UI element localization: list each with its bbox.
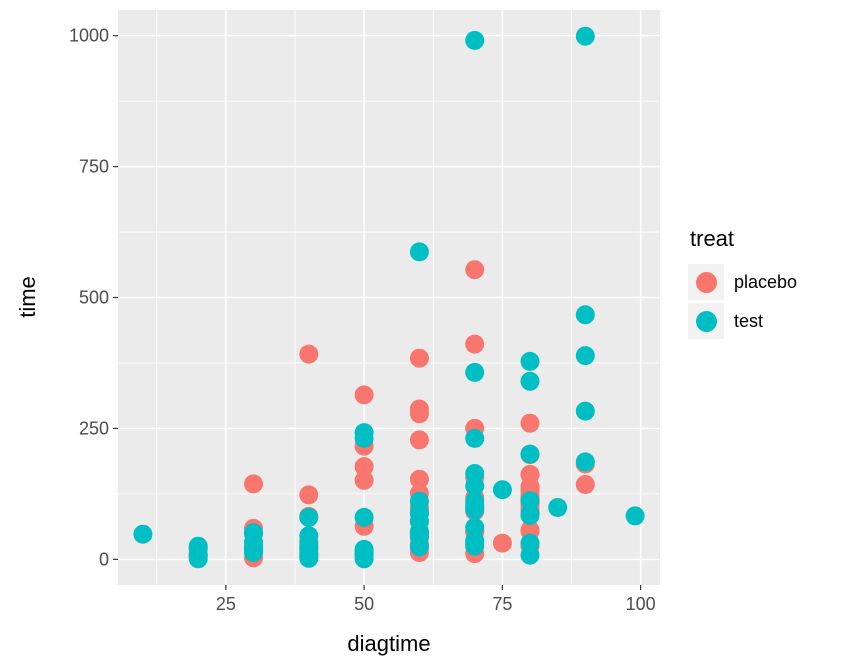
data-point-placebo <box>520 520 540 540</box>
x-axis-title: diagtime <box>347 631 431 656</box>
legend-entry-test: test <box>688 303 797 339</box>
data-point-placebo <box>465 334 485 354</box>
data-point-test <box>575 452 595 472</box>
data-point-test <box>465 30 485 50</box>
y-tick-label: 1000 <box>69 26 109 46</box>
data-point-test <box>188 546 208 566</box>
data-point-test <box>354 423 374 443</box>
data-point-test <box>520 533 540 553</box>
data-point-test <box>575 401 595 421</box>
data-point-test <box>244 524 263 544</box>
y-tick-label: 250 <box>79 418 109 438</box>
data-point-test <box>409 491 429 511</box>
test-point-icon <box>695 310 717 332</box>
data-point-placebo <box>409 469 429 489</box>
data-point-test <box>625 506 645 526</box>
data-point-placebo <box>575 475 595 494</box>
data-point-test <box>354 507 374 527</box>
legend-label-placebo: placebo <box>734 271 798 292</box>
data-point-test <box>133 524 153 544</box>
data-point-test <box>548 498 568 517</box>
data-point-test <box>409 527 429 547</box>
data-point-test <box>409 242 429 262</box>
x-tick-label: 50 <box>354 594 374 614</box>
data-point-test <box>465 362 485 382</box>
data-point-test <box>465 517 485 537</box>
y-tick-label: 750 <box>79 157 109 177</box>
data-point-placebo <box>409 348 429 368</box>
legend-key-placebo <box>688 264 724 300</box>
legend-key-test <box>688 303 724 339</box>
data-point-test <box>575 26 595 46</box>
data-point-test <box>520 491 540 511</box>
data-point-placebo <box>354 457 374 477</box>
data-point-placebo <box>520 413 540 433</box>
y-tick-label: 0 <box>99 549 109 569</box>
legend: treat placebo test <box>688 226 797 342</box>
data-point-test <box>354 539 374 559</box>
data-point-test <box>520 351 540 371</box>
data-point-test <box>492 480 512 500</box>
data-point-test <box>244 542 263 561</box>
legend-entry-placebo: placebo <box>688 264 797 300</box>
x-tick-label: 75 <box>492 594 512 614</box>
data-point-placebo <box>244 474 263 494</box>
data-point-test <box>575 346 595 366</box>
data-point-placebo <box>465 260 485 280</box>
legend-title: treat <box>690 226 735 251</box>
data-point-test <box>465 500 485 520</box>
data-point-test <box>520 371 540 391</box>
x-tick-label: 100 <box>626 594 656 614</box>
data-point-placebo <box>354 470 374 490</box>
data-point-test <box>299 526 319 546</box>
y-axis-title: time <box>15 276 40 318</box>
data-point-placebo <box>299 485 319 505</box>
data-point-placebo <box>520 465 540 484</box>
data-point-placebo <box>299 344 319 364</box>
data-point-test <box>575 305 595 325</box>
data-point-test <box>520 444 540 464</box>
data-point-test <box>465 464 485 483</box>
legend-label-test: test <box>734 310 764 331</box>
data-point-placebo <box>492 533 512 553</box>
data-point-placebo <box>409 430 429 450</box>
y-tick-label: 500 <box>79 288 109 308</box>
data-point-placebo <box>409 404 429 424</box>
data-point-test <box>520 505 540 525</box>
data-point-test <box>299 507 319 527</box>
data-point-test <box>299 546 319 566</box>
x-tick-label: 25 <box>216 594 236 614</box>
data-point-test <box>465 531 485 550</box>
data-point-test <box>465 428 485 448</box>
data-point-placebo <box>354 385 374 405</box>
placebo-point-icon <box>695 271 717 293</box>
